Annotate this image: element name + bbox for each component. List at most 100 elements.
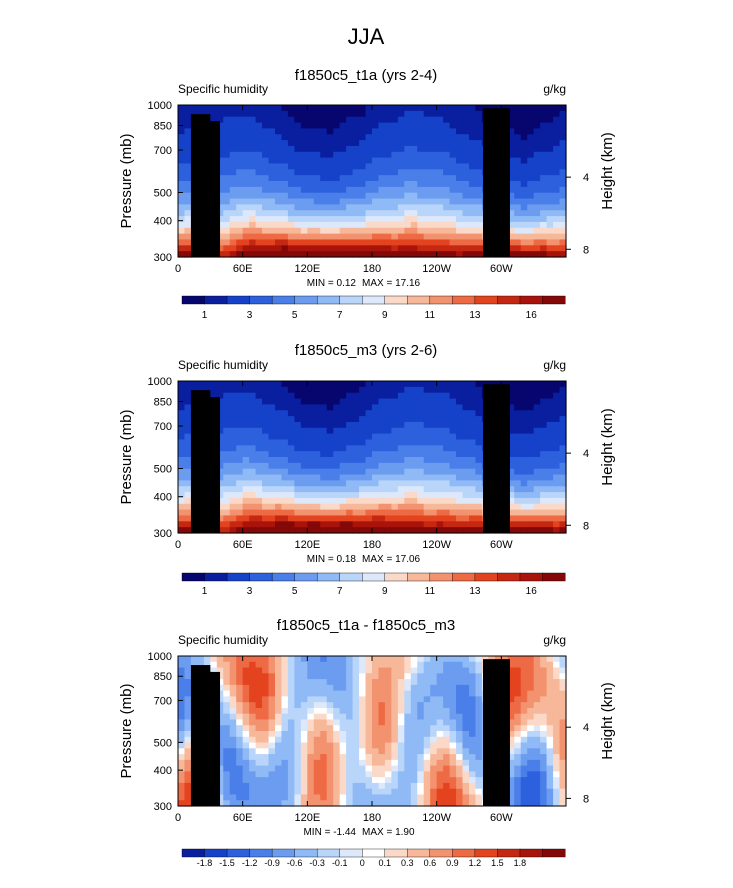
heatmap-cell — [294, 492, 302, 499]
heatmap-cell — [255, 771, 263, 778]
heatmap-cell — [507, 748, 515, 755]
heatmap-cell — [384, 204, 392, 211]
heatmap-cell — [333, 527, 341, 534]
heatmap-cell — [449, 110, 457, 118]
heatmap-cell — [320, 227, 328, 235]
heatmap-cell — [262, 134, 270, 141]
heatmap-cell — [281, 427, 289, 435]
heatmap-cell — [443, 175, 451, 182]
heatmap-cell — [313, 673, 321, 680]
heatmap-cell — [378, 794, 386, 801]
heatmap-cell — [287, 696, 295, 703]
heatmap-cell — [553, 210, 561, 217]
heatmap-cell — [339, 486, 347, 493]
heatmap-cell — [300, 216, 308, 223]
heatmap-cell — [520, 216, 528, 223]
heatmap-cell — [242, 216, 250, 223]
heatmap-cell — [249, 782, 257, 790]
heatmap-cell — [378, 800, 386, 807]
heatmap-cell — [249, 736, 257, 744]
colorbar-label: 3 — [247, 310, 253, 321]
heatmap-cell — [275, 794, 283, 801]
heatmap-cell — [281, 486, 289, 493]
heatmap-cell — [462, 707, 470, 715]
heatmap-cell — [346, 719, 354, 726]
heatmap-cell — [262, 140, 270, 147]
heatmap-cell — [178, 392, 186, 400]
heatmap-cell — [514, 492, 522, 499]
heatmap-cell — [242, 707, 250, 715]
heatmap-cell — [430, 216, 438, 223]
heatmap-cell — [178, 145, 186, 153]
heatmap-cell — [546, 457, 554, 464]
heatmap-cell — [423, 122, 431, 129]
heatmap-cell — [553, 788, 561, 796]
heatmap-cell — [255, 731, 263, 738]
heatmap-cell — [423, 151, 431, 159]
heatmap-cell — [229, 486, 237, 493]
heatmap-cell — [249, 451, 257, 458]
heatmap-cell — [540, 521, 548, 528]
heatmap-cell — [423, 656, 431, 663]
heatmap-cell — [249, 731, 257, 738]
heatmap-cell — [404, 386, 412, 394]
heatmap-cell — [384, 777, 392, 784]
heatmap-cell — [229, 204, 237, 211]
heatmap-cell — [540, 239, 548, 246]
heatmap-cell — [533, 759, 541, 767]
heatmap-cell — [242, 128, 250, 135]
heatmap-cell — [417, 410, 425, 417]
heatmap-cell — [223, 503, 231, 511]
heatmap-cell — [436, 169, 444, 176]
heatmap-cell — [216, 759, 224, 767]
heatmap-cell — [423, 233, 431, 241]
heatmap-cell — [417, 245, 425, 252]
heatmap-cell — [333, 474, 341, 481]
colorbar-label: 0.6 — [424, 858, 437, 868]
colorbar-label: -1.8 — [197, 858, 213, 868]
heatmap-cell — [307, 661, 315, 669]
heatmap-cell — [333, 480, 341, 487]
colorbar-swatch — [316, 572, 341, 582]
heatmap-cell — [475, 122, 483, 129]
heatmap-cell — [540, 725, 548, 732]
heatmap-cell — [300, 439, 308, 446]
heatmap-cell — [475, 381, 483, 388]
heatmap-cell — [546, 742, 554, 749]
heatmap-cell — [443, 777, 451, 784]
heatmap-cell — [313, 186, 321, 194]
heatmap-cell — [339, 503, 347, 511]
heatmap-cell — [514, 451, 522, 458]
heatmap-cell — [275, 186, 283, 194]
heatmap-cell — [300, 227, 308, 235]
heatmap-cell — [339, 480, 347, 487]
heatmap-cell — [507, 702, 515, 709]
heatmap-cell — [384, 157, 392, 165]
heatmap-cell — [378, 392, 386, 400]
heatmap-cell — [520, 527, 528, 534]
heatmap-cell — [475, 410, 483, 417]
heatmap-cell — [391, 392, 399, 400]
heatmap-cell — [300, 181, 308, 188]
heatmap-cell — [242, 169, 250, 176]
heatmap-cell — [546, 186, 554, 194]
heatmap-cell — [514, 736, 522, 744]
heatmap-cell — [507, 122, 515, 129]
heatmap-cell — [372, 404, 380, 411]
heatmap-cell — [326, 416, 334, 423]
heatmap-cell — [178, 221, 186, 229]
x-tick-label: 120W — [422, 539, 451, 551]
heatmap-cell — [462, 416, 470, 423]
heatmap-cell — [475, 521, 483, 528]
heatmap-cell — [236, 227, 244, 235]
heatmap-cell — [229, 134, 237, 141]
heatmap-cell — [255, 509, 263, 517]
heatmap-cell — [469, 771, 477, 778]
heatmap-cell — [436, 742, 444, 749]
heatmap-cell — [320, 719, 328, 726]
heatmap-cell — [397, 157, 405, 165]
heatmap-cell — [520, 140, 528, 147]
heatmap-cell — [456, 433, 464, 441]
height-tick-label: 4 — [583, 448, 589, 460]
heatmap-cell — [384, 116, 392, 124]
